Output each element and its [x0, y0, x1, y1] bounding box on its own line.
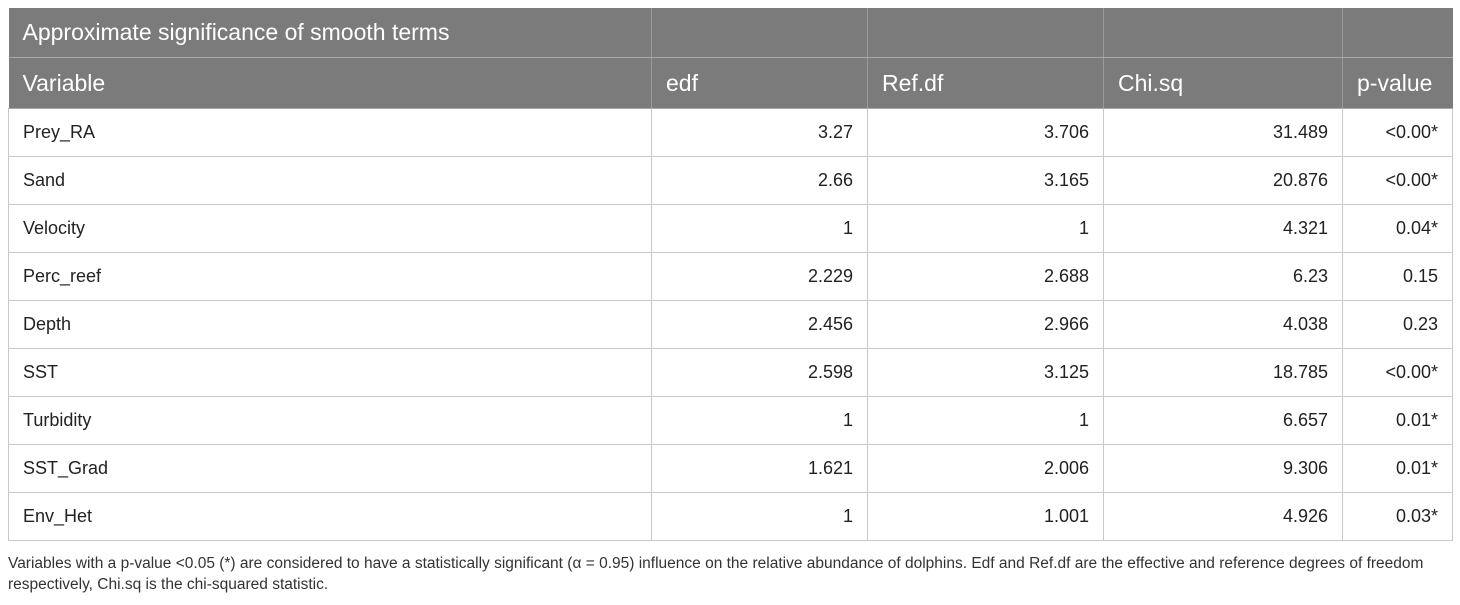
cell-refdf: 1.001: [867, 492, 1104, 541]
cell-chisq: 9.306: [1103, 444, 1343, 493]
table-row: Velocity 1 1 4.321 0.04*: [8, 204, 1453, 253]
cell-chisq: 20.876: [1103, 156, 1343, 205]
caption-spacer: [651, 8, 868, 58]
column-header-edf: edf: [651, 57, 868, 109]
column-header-pvalue: p-value: [1342, 57, 1453, 109]
table-row: SST 2.598 3.125 18.785 <0.00*: [8, 348, 1453, 397]
cell-edf: 2.66: [651, 156, 868, 205]
cell-refdf: 2.006: [867, 444, 1104, 493]
cell-edf: 3.27: [651, 108, 868, 157]
table-row: Sand 2.66 3.165 20.876 <0.00*: [8, 156, 1453, 205]
cell-edf: 2.598: [651, 348, 868, 397]
cell-pvalue: <0.00*: [1342, 156, 1453, 205]
cell-pvalue: 0.15: [1342, 252, 1453, 301]
cell-chisq: 18.785: [1103, 348, 1343, 397]
table-row: SST_Grad 1.621 2.006 9.306 0.01*: [8, 444, 1453, 493]
cell-variable: SST: [8, 348, 652, 397]
cell-pvalue: 0.01*: [1342, 444, 1453, 493]
cell-chisq: 31.489: [1103, 108, 1343, 157]
cell-chisq: 6.23: [1103, 252, 1343, 301]
cell-edf: 1.621: [651, 444, 868, 493]
cell-chisq: 6.657: [1103, 396, 1343, 445]
smooth-terms-table: Approximate significance of smooth terms…: [8, 8, 1453, 541]
table-caption-row: Approximate significance of smooth terms: [8, 8, 1453, 58]
cell-edf: 2.456: [651, 300, 868, 349]
cell-edf: 2.229: [651, 252, 868, 301]
cell-chisq: 4.321: [1103, 204, 1343, 253]
caption-spacer: [867, 8, 1104, 58]
table-row: Turbidity 1 1 6.657 0.01*: [8, 396, 1453, 445]
table-row: Perc_reef 2.229 2.688 6.23 0.15: [8, 252, 1453, 301]
cell-variable: Perc_reef: [8, 252, 652, 301]
cell-edf: 1: [651, 396, 868, 445]
column-header-chisq: Chi.sq: [1103, 57, 1343, 109]
cell-edf: 1: [651, 492, 868, 541]
cell-refdf: 3.706: [867, 108, 1104, 157]
cell-variable: Sand: [8, 156, 652, 205]
table-caption: Approximate significance of smooth terms: [8, 8, 652, 58]
significance-table-container: Approximate significance of smooth terms…: [8, 8, 1453, 541]
cell-pvalue: <0.00*: [1342, 348, 1453, 397]
cell-variable: Env_Het: [8, 492, 652, 541]
cell-refdf: 2.966: [867, 300, 1104, 349]
column-header-refdf: Ref.df: [867, 57, 1104, 109]
table-header-row: Variable edf Ref.df Chi.sq p-value: [8, 57, 1453, 109]
cell-refdf: 3.165: [867, 156, 1104, 205]
cell-variable: Velocity: [8, 204, 652, 253]
cell-pvalue: 0.01*: [1342, 396, 1453, 445]
cell-pvalue: 0.03*: [1342, 492, 1453, 541]
cell-chisq: 4.926: [1103, 492, 1343, 541]
cell-refdf: 2.688: [867, 252, 1104, 301]
table-row: Depth 2.456 2.966 4.038 0.23: [8, 300, 1453, 349]
table-footnote: Variables with a p-value <0.05 (*) are c…: [8, 555, 1424, 593]
table-body: Prey_RA 3.27 3.706 31.489 <0.00* Sand 2.66 3.16…: [8, 108, 1453, 541]
cell-refdf: 1: [867, 396, 1104, 445]
cell-edf: 1: [651, 204, 868, 253]
caption-spacer: [1103, 8, 1343, 58]
cell-refdf: 1: [867, 204, 1104, 253]
table-row: Prey_RA 3.27 3.706 31.489 <0.00*: [8, 108, 1453, 157]
cell-pvalue: 0.04*: [1342, 204, 1453, 253]
caption-spacer: [1342, 8, 1453, 58]
cell-refdf: 3.125: [867, 348, 1104, 397]
cell-pvalue: 0.23: [1342, 300, 1453, 349]
cell-pvalue: <0.00*: [1342, 108, 1453, 157]
cell-variable: Turbidity: [8, 396, 652, 445]
cell-variable: Prey_RA: [8, 108, 652, 157]
cell-chisq: 4.038: [1103, 300, 1343, 349]
column-header-variable: Variable: [8, 57, 652, 109]
cell-variable: SST_Grad: [8, 444, 652, 493]
table-row: Env_Het 1 1.001 4.926 0.03*: [8, 492, 1453, 541]
cell-variable: Depth: [8, 300, 652, 349]
